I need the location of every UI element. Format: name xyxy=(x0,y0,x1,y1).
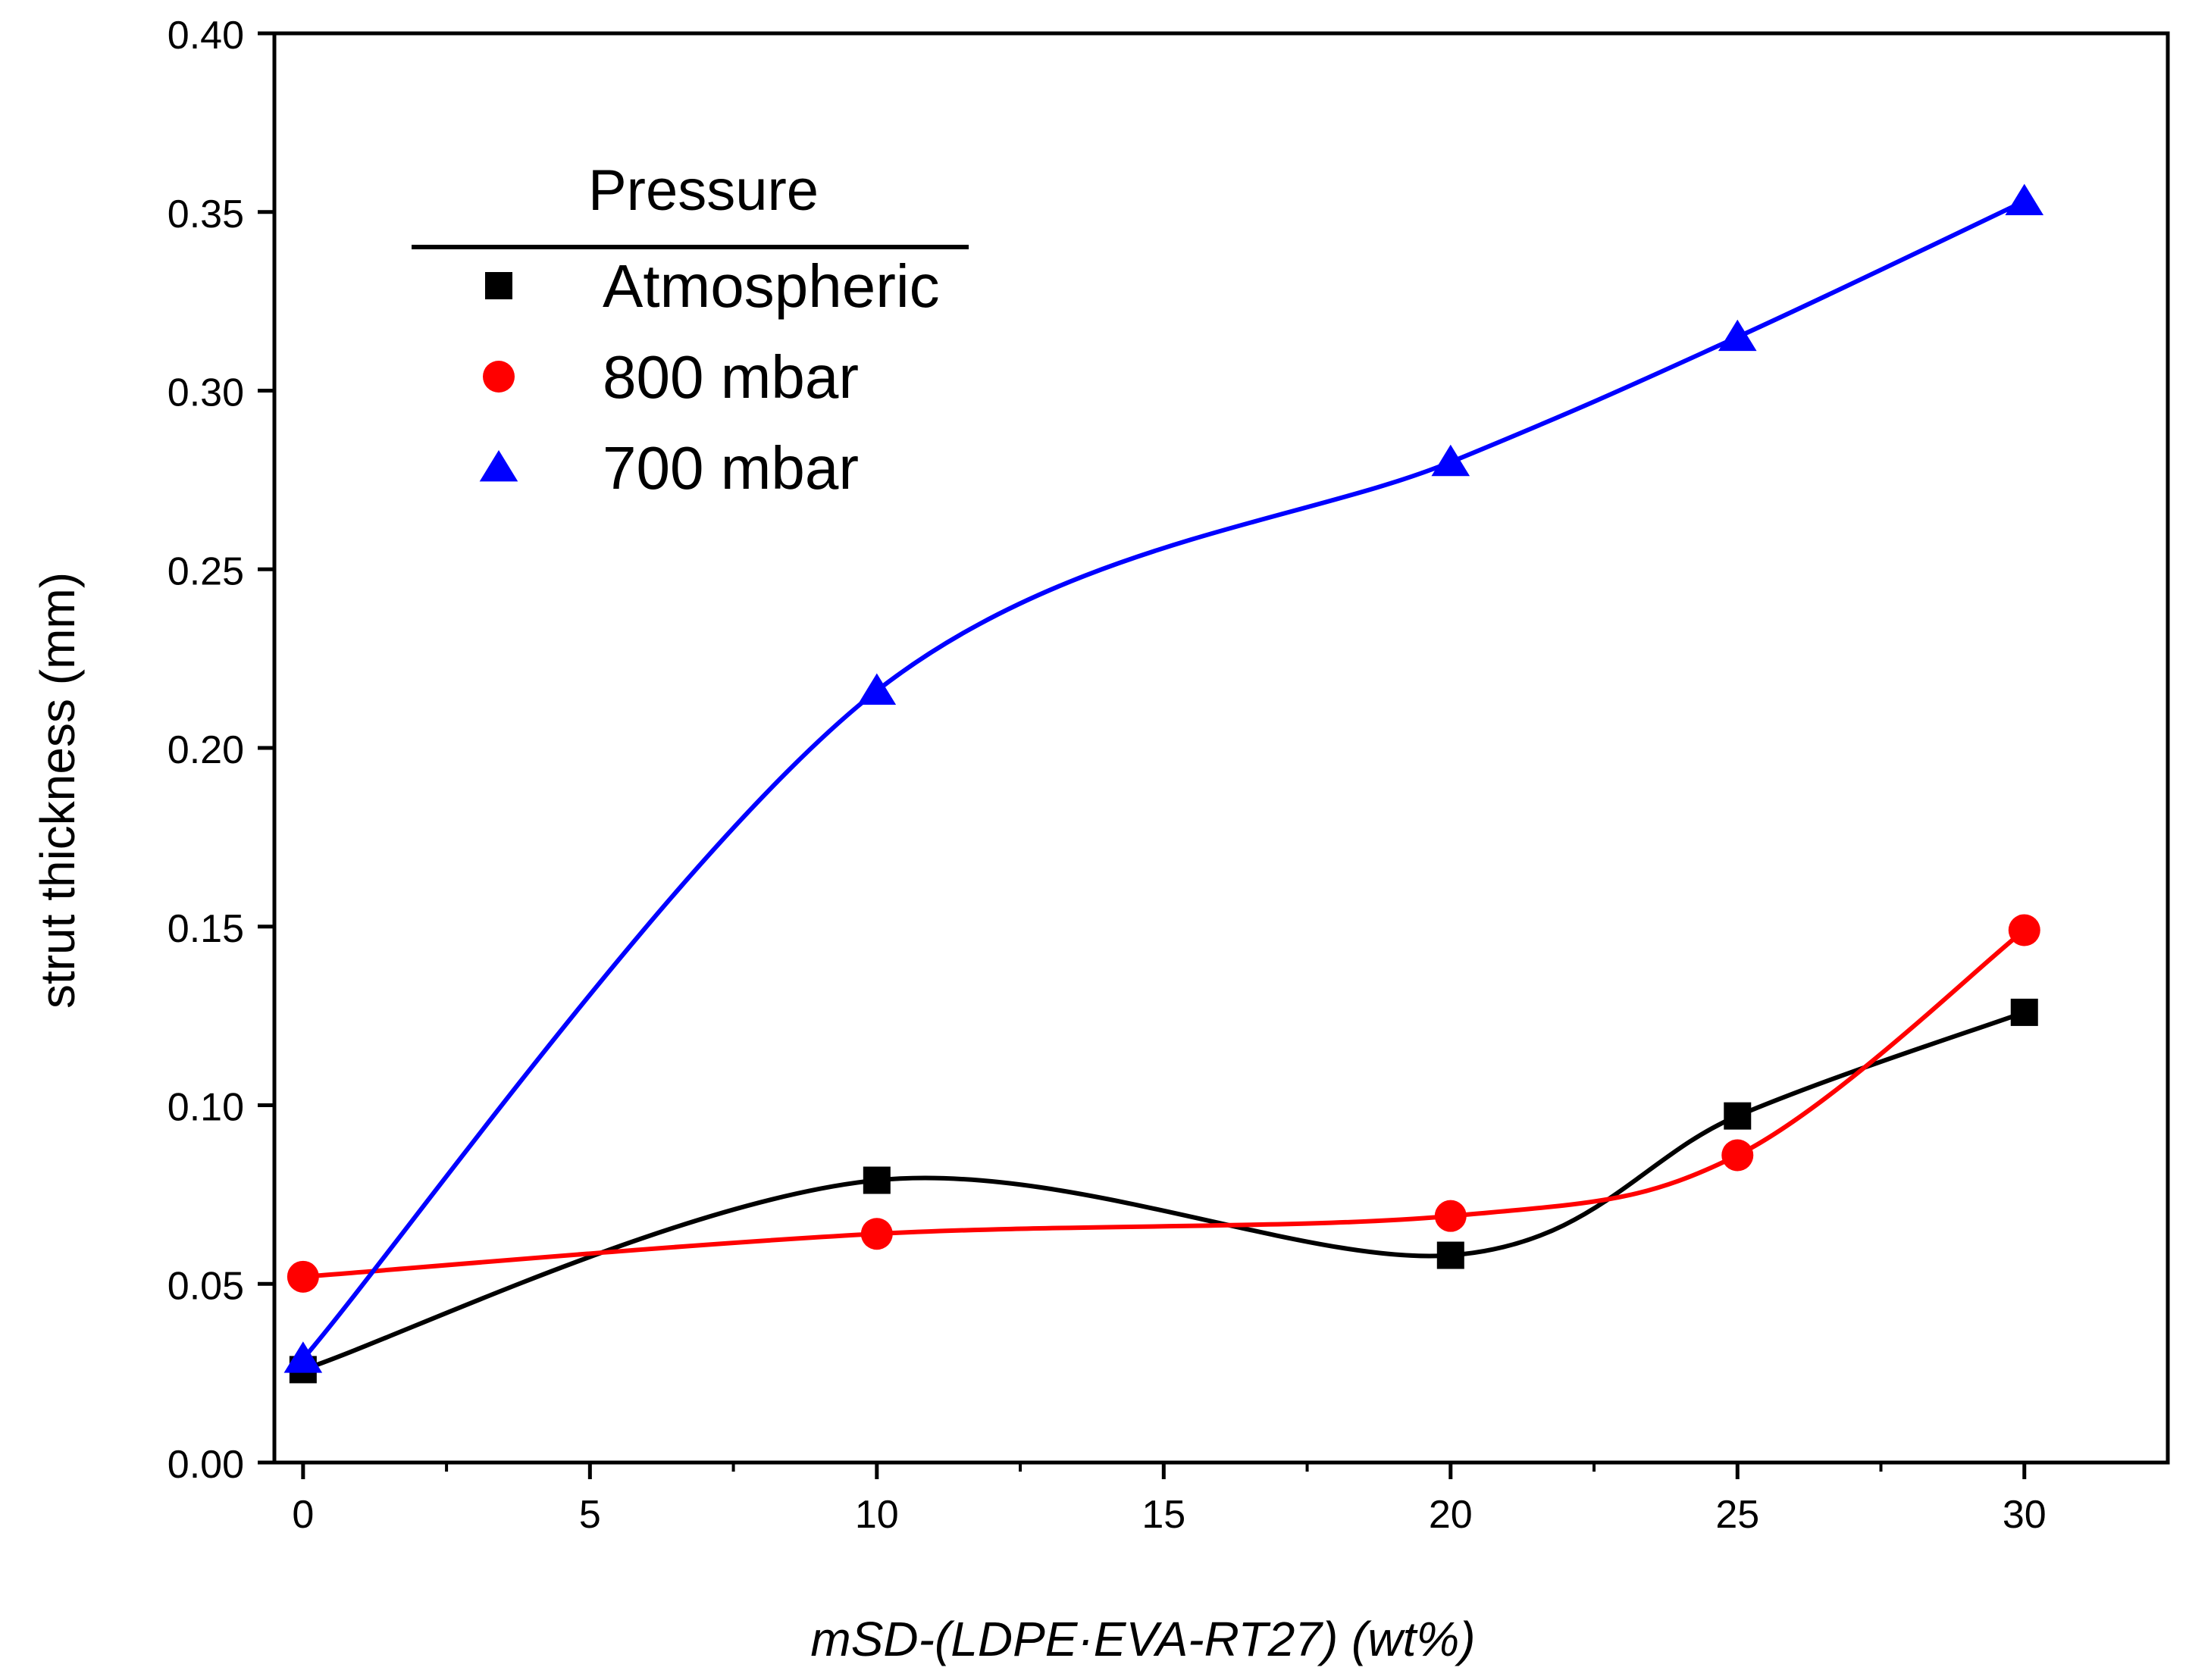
fit-curves xyxy=(301,199,2026,1372)
data-point-700-mbar xyxy=(2005,183,2044,216)
data-point-700-mbar xyxy=(1431,444,1470,477)
x-axis-title: mSD-(LDPE·EVA-RT27) (wt%) xyxy=(810,1612,1475,1666)
legend-label-atmospheric: Atmospheric xyxy=(603,252,940,320)
fit-line-800-mbar xyxy=(302,928,2026,1279)
data-point-atmospheric xyxy=(863,1166,891,1194)
y-tick-label: 0.20 xyxy=(168,728,244,772)
y-tick-label: 0.35 xyxy=(168,192,244,236)
x-tick-label: 5 xyxy=(579,1493,601,1537)
x-tick-label: 0 xyxy=(292,1493,314,1537)
y-tick-label: 0.25 xyxy=(168,549,244,593)
y-axis: 0.00 0.05 0.10 0.15 0.20 0.25 0.30 0.35 0.40 xyxy=(168,14,274,1487)
x-tick-label: 25 xyxy=(1715,1493,1759,1537)
data-point-800-mbar xyxy=(1434,1200,1467,1232)
x-tick-label: 15 xyxy=(1142,1493,1185,1537)
x-tick-label: 20 xyxy=(1429,1493,1473,1537)
legend-items: Atmospheric 800 mbar 700 mbar xyxy=(479,252,940,502)
legend: Pressure Atmospheric 800 mbar 700 mbar xyxy=(412,158,969,502)
y-tick-label: 0.15 xyxy=(168,907,244,951)
y-tick-label: 0.05 xyxy=(168,1264,244,1308)
y-axis-title: strut thickness (mm) xyxy=(30,572,85,1009)
legend-marker-atmospheric xyxy=(485,272,512,299)
y-tick-label: 0.40 xyxy=(168,14,244,58)
y-tick-label: 0.00 xyxy=(168,1443,244,1487)
legend-label-800-mbar: 800 mbar xyxy=(603,343,859,411)
fit-line-atmospheric xyxy=(302,1010,2025,1372)
data-point-800-mbar xyxy=(2008,914,2040,946)
y-tick-label: 0.10 xyxy=(168,1086,244,1130)
data-markers xyxy=(283,183,2044,1384)
x-tick-label: 10 xyxy=(855,1493,899,1537)
fit-line-700-mbar xyxy=(301,199,2026,1361)
legend-marker-800-mbar xyxy=(483,361,515,393)
x-tick-label: 30 xyxy=(2003,1493,2047,1537)
data-point-700-mbar xyxy=(283,1341,323,1373)
data-point-atmospheric xyxy=(1724,1102,1752,1130)
legend-label-700-mbar: 700 mbar xyxy=(603,434,859,502)
legend-title: Pressure xyxy=(588,158,819,223)
data-point-atmospheric xyxy=(2010,998,2038,1026)
data-point-700-mbar xyxy=(857,673,897,705)
data-point-700-mbar xyxy=(1718,319,1757,352)
data-point-atmospheric xyxy=(1436,1241,1464,1269)
data-point-800-mbar xyxy=(1721,1139,1754,1172)
y-tick-label: 0.30 xyxy=(168,371,244,415)
legend-marker-700-mbar xyxy=(479,450,518,482)
data-point-800-mbar xyxy=(860,1218,893,1250)
x-axis: 0 5 10 15 20 25 30 xyxy=(292,1463,2047,1537)
data-point-800-mbar xyxy=(287,1260,319,1293)
